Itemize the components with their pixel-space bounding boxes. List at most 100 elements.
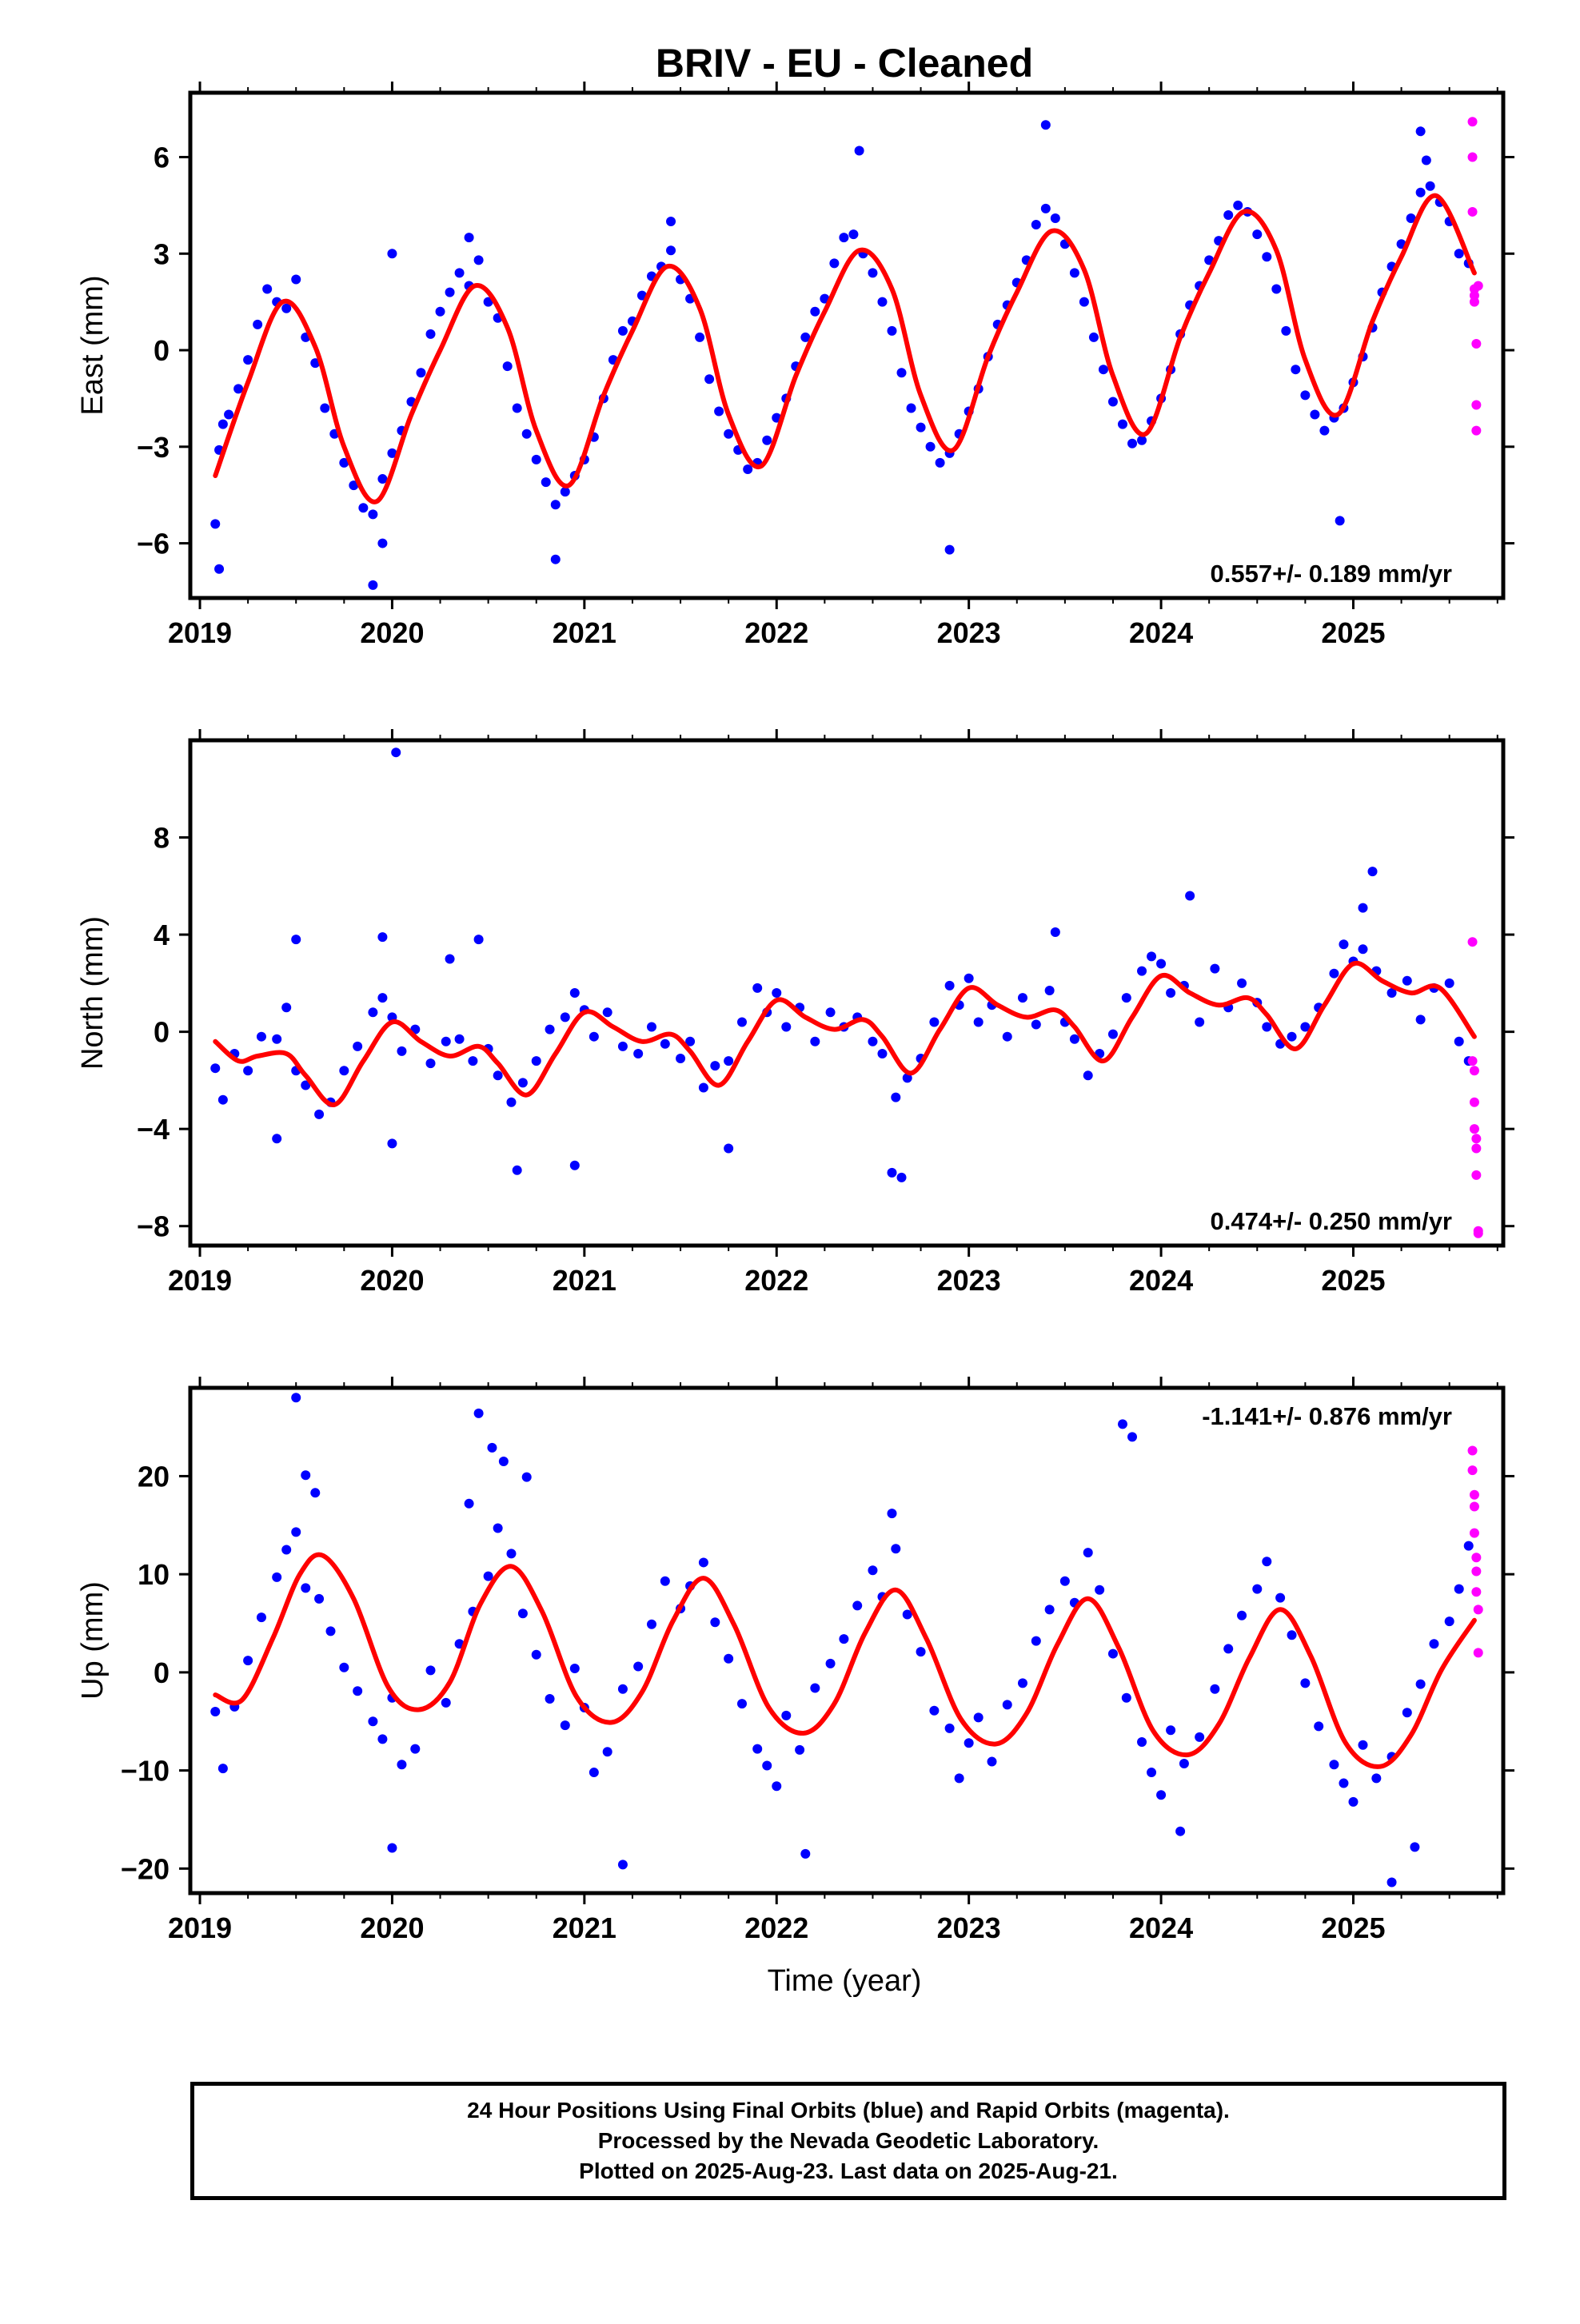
up-y-tick-label: 0 <box>154 1656 170 1689</box>
up-final-point <box>1059 1576 1070 1586</box>
north-final-point <box>1339 939 1349 950</box>
east-y-tick-label: 0 <box>154 334 170 367</box>
up-final-point <box>1002 1700 1012 1710</box>
up-final-point <box>646 1619 656 1629</box>
east-final-point <box>217 419 228 429</box>
north-final-point <box>887 1167 897 1178</box>
north-final-point <box>1386 988 1397 998</box>
east-final-point <box>896 368 907 378</box>
east-rapid-point <box>1473 281 1483 291</box>
east-final-point <box>854 145 864 156</box>
east-final-point <box>800 332 811 342</box>
north-x-tick-label: 2023 <box>937 1264 1001 1297</box>
up-final-point <box>1175 1826 1186 1836</box>
east-final-point <box>1040 203 1051 213</box>
up-final-point <box>1371 1773 1382 1784</box>
up-final-point <box>314 1593 325 1604</box>
north-final-point <box>877 1048 888 1058</box>
north-final-point <box>281 1003 292 1013</box>
north-final-point <box>1237 978 1247 988</box>
north-final-point <box>569 1160 580 1170</box>
east-final-point <box>1271 284 1282 294</box>
up-final-point <box>1287 1630 1297 1640</box>
north-final-point <box>617 1041 628 1051</box>
east-x-tick-label: 2020 <box>360 616 424 649</box>
north-final-point <box>368 1007 378 1018</box>
north-final-point <box>397 1046 407 1056</box>
up-final-point <box>1410 1842 1420 1852</box>
up-final-point <box>545 1694 555 1704</box>
up-x-tick-label: 2019 <box>168 1911 232 1944</box>
east-final-point <box>425 329 436 339</box>
up-final-point <box>441 1697 451 1708</box>
up-final-point <box>217 1764 228 1774</box>
east-final-point <box>531 454 541 464</box>
east-y-tick-label: −6 <box>137 528 170 560</box>
up-rapid-point <box>1473 1604 1483 1615</box>
north-final-point <box>736 1017 747 1027</box>
north-x-tick-label: 2021 <box>553 1264 616 1297</box>
up-rapid-point <box>1467 1465 1478 1476</box>
up-final-point <box>301 1470 311 1481</box>
north-final-point <box>1156 959 1167 969</box>
east-final-point <box>435 306 445 317</box>
east-final-point <box>743 464 753 474</box>
east-final-point <box>666 245 676 256</box>
up-final-point <box>839 1634 849 1644</box>
up-final-point <box>1166 1725 1176 1736</box>
east-rapid-point <box>1471 425 1482 436</box>
north-final-point <box>569 988 580 998</box>
east-x-tick-label: 2019 <box>168 616 232 649</box>
north-final-point <box>1121 993 1131 1003</box>
north-final-point <box>1147 951 1157 962</box>
north-final-point <box>391 747 401 758</box>
note-line-2: Processed by the Nevada Geodetic Laborat… <box>597 2128 1099 2153</box>
east-final-point <box>887 325 897 336</box>
east-rapid-point <box>1467 117 1478 127</box>
up-final-point <box>1348 1796 1359 1807</box>
east-final-point <box>1310 409 1320 420</box>
north-x-tick-label: 2022 <box>744 1264 808 1297</box>
up-rapid-point <box>1467 1445 1478 1456</box>
north-final-point <box>1083 1070 1093 1081</box>
east-y-tick-label: 3 <box>154 237 170 270</box>
up-final-point <box>1314 1721 1324 1732</box>
north-final-point <box>1031 1019 1041 1030</box>
up-final-point <box>1252 1584 1263 1594</box>
east-final-point <box>1223 209 1234 220</box>
east-final-point <box>243 355 253 365</box>
east-final-point <box>210 519 221 529</box>
north-final-point <box>272 1034 282 1044</box>
up-final-point <box>521 1472 532 1482</box>
north-final-point <box>896 1172 907 1182</box>
north-final-point <box>217 1094 228 1105</box>
up-rapid-point <box>1471 1566 1482 1577</box>
north-final-point <box>1329 968 1339 979</box>
east-final-point <box>714 406 724 417</box>
up-final-point <box>1402 1708 1412 1718</box>
east-final-point <box>1454 249 1464 259</box>
up-y-tick-label: −20 <box>121 1852 170 1885</box>
east-final-point <box>502 361 513 372</box>
east-final-point <box>1335 516 1345 526</box>
north-x-tick-label: 2025 <box>1321 1264 1385 1297</box>
east-final-point <box>1262 252 1272 262</box>
up-final-point <box>243 1656 253 1666</box>
east-x-tick-label: 2021 <box>553 616 616 649</box>
up-final-point <box>425 1665 436 1676</box>
up-final-point <box>368 1716 378 1727</box>
north-final-point <box>1454 1036 1464 1046</box>
up-x-tick-label: 2025 <box>1321 1911 1385 1944</box>
up-final-point <box>325 1626 336 1636</box>
up-final-point <box>1107 1648 1118 1659</box>
up-final-point <box>1117 1419 1127 1429</box>
north-final-point <box>377 932 388 943</box>
up-y-tick-label: 10 <box>138 1558 170 1591</box>
north-final-point <box>676 1054 686 1064</box>
up-final-point <box>902 1609 912 1620</box>
east-y-tick-label: 6 <box>154 142 170 174</box>
east-final-point <box>1291 365 1301 375</box>
north-final-point <box>517 1078 528 1088</box>
